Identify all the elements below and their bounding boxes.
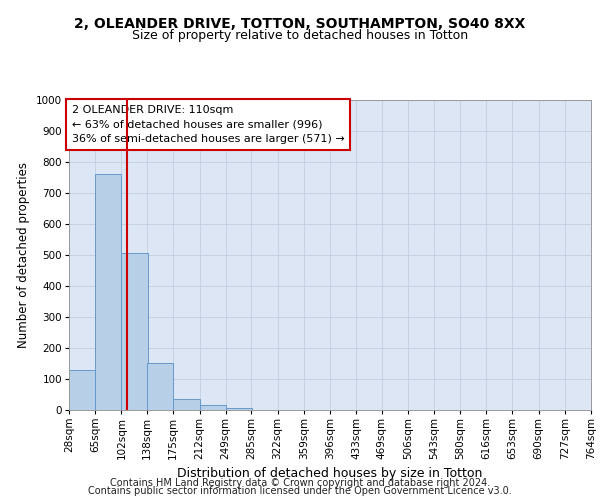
Bar xyxy=(147,363,173,410)
Text: Contains HM Land Registry data © Crown copyright and database right 2024.: Contains HM Land Registry data © Crown c… xyxy=(110,478,490,488)
Bar xyxy=(173,398,199,410)
Bar xyxy=(199,406,226,410)
X-axis label: Distribution of detached houses by size in Totton: Distribution of detached houses by size … xyxy=(178,468,482,480)
Y-axis label: Number of detached properties: Number of detached properties xyxy=(17,162,31,348)
Bar xyxy=(226,408,252,410)
Text: 2, OLEANDER DRIVE, TOTTON, SOUTHAMPTON, SO40 8XX: 2, OLEANDER DRIVE, TOTTON, SOUTHAMPTON, … xyxy=(74,18,526,32)
Bar xyxy=(121,254,148,410)
Text: Size of property relative to detached houses in Totton: Size of property relative to detached ho… xyxy=(132,29,468,42)
Bar xyxy=(95,174,121,410)
Text: Contains public sector information licensed under the Open Government Licence v3: Contains public sector information licen… xyxy=(88,486,512,496)
Bar xyxy=(69,370,95,410)
Text: 2 OLEANDER DRIVE: 110sqm
← 63% of detached houses are smaller (996)
36% of semi-: 2 OLEANDER DRIVE: 110sqm ← 63% of detach… xyxy=(71,104,344,144)
